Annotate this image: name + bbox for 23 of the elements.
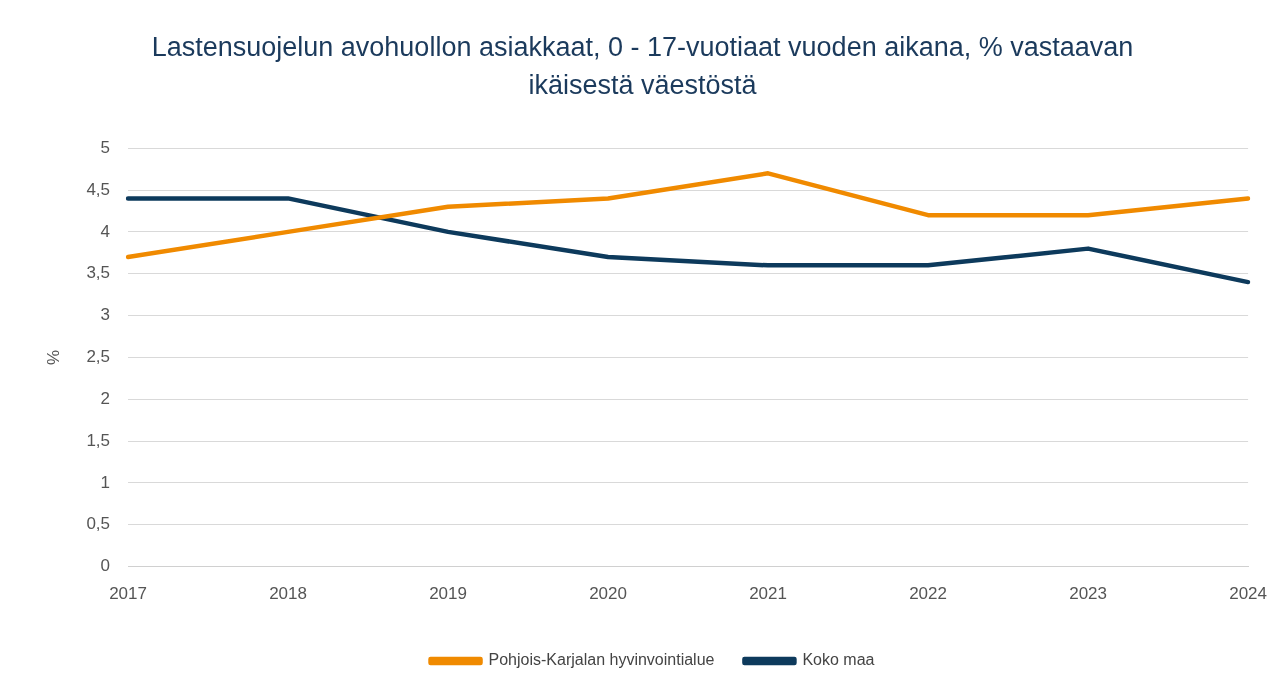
y-tick-label: 1,5 — [86, 430, 111, 450]
x-tick-label: 2017 — [109, 584, 147, 604]
y-tick-label: 2,5 — [86, 347, 111, 367]
x-tick-label: 2024 — [1229, 584, 1267, 604]
chart-title: Lastensuojelun avohuollon asiakkaat, 0 - 17-vuotiaat vuoden aikana, % vastaavan ikäisestä väestöstä — [150, 31, 1135, 102]
y-tick-label: 4,5 — [86, 179, 111, 199]
x-tick-label: 2022 — [909, 584, 947, 604]
legend-label: Pohjois-Karjalan hyvinvointialue — [488, 651, 715, 669]
y-tick-label: 4 — [100, 221, 111, 241]
y-axis-title: % — [43, 349, 63, 365]
y-tick-label: 0,5 — [86, 514, 111, 534]
y-tick-label: 2 — [100, 388, 111, 408]
x-tick-label: 2018 — [269, 584, 307, 604]
x-tick-label: 2019 — [429, 584, 467, 604]
x-tick-label: 2021 — [749, 584, 787, 604]
y-tick-label: 3 — [100, 305, 111, 325]
x-tick-label: 2023 — [1069, 584, 1107, 604]
y-tick-label: 0 — [100, 556, 111, 576]
y-tick-label: 3,5 — [86, 263, 111, 283]
legend-label: Koko maa — [802, 651, 875, 669]
y-tick-label: 5 — [100, 137, 111, 157]
y-tick-label: 1 — [100, 472, 111, 492]
x-tick-label: 2020 — [589, 584, 627, 604]
